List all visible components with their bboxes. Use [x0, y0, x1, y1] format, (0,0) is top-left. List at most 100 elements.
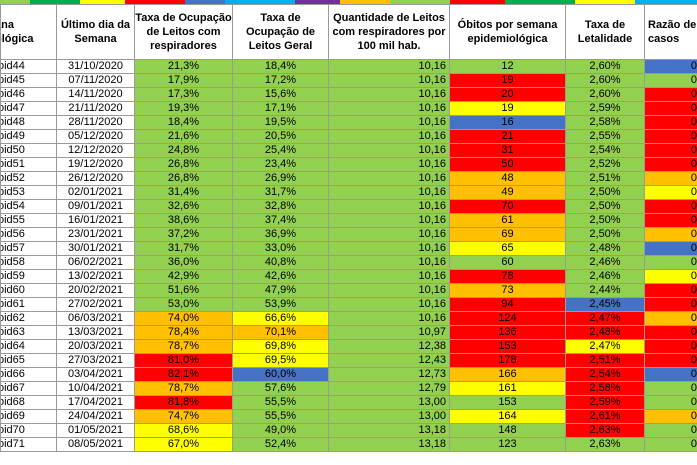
cell-deaths[interactable]: 16: [449, 115, 566, 130]
cell-ratio[interactable]: 0: [644, 297, 697, 312]
cell-beds[interactable]: 13,00: [328, 409, 450, 424]
cell-week[interactable]: oid65: [0, 353, 57, 368]
header-week[interactable]: ana ológica: [0, 4, 57, 60]
cell-occ-general[interactable]: 55,5%: [232, 395, 329, 410]
cell-ratio[interactable]: 0: [644, 115, 697, 130]
cell-occ-general[interactable]: 42,6%: [232, 269, 329, 284]
cell-week[interactable]: oid71: [0, 437, 57, 452]
cell-week[interactable]: oid46: [0, 87, 57, 102]
cell-last-day[interactable]: 27/02/2021: [56, 297, 135, 312]
cell-occ-general[interactable]: 47,9%: [232, 283, 329, 298]
cell-occ-general[interactable]: 33,0%: [232, 241, 329, 256]
cell-ratio[interactable]: 0: [644, 325, 697, 340]
cell-beds[interactable]: 13,00: [328, 395, 450, 410]
cell-ratio[interactable]: 0: [644, 185, 697, 200]
cell-last-day[interactable]: 06/03/2021: [56, 311, 135, 326]
cell-week[interactable]: oid64: [0, 339, 57, 354]
cell-ratio[interactable]: 0: [644, 353, 697, 368]
cell-lethality[interactable]: 2,63%: [565, 437, 645, 452]
header-occ-general[interactable]: Taxa de Ocupação de Leitos Geral: [232, 4, 329, 60]
cell-ratio[interactable]: 0: [644, 87, 697, 102]
cell-occ-general[interactable]: 69,5%: [232, 353, 329, 368]
cell-last-day[interactable]: 20/02/2021: [56, 283, 135, 298]
cell-deaths[interactable]: 73: [449, 283, 566, 298]
cell-deaths[interactable]: 49: [449, 185, 566, 200]
cell-occ-general[interactable]: 40,8%: [232, 255, 329, 270]
cell-ratio[interactable]: 0: [644, 241, 697, 256]
cell-deaths[interactable]: 78: [449, 269, 566, 284]
cell-last-day[interactable]: 28/11/2020: [56, 115, 135, 130]
header-last-day[interactable]: Último dia da Semana: [56, 4, 135, 60]
cell-week[interactable]: oid70: [0, 423, 57, 438]
cell-ratio[interactable]: 0: [644, 409, 697, 424]
cell-occ-general[interactable]: 36,9%: [232, 227, 329, 242]
cell-ratio[interactable]: 0: [644, 199, 697, 214]
cell-deaths[interactable]: 124: [449, 311, 566, 326]
cell-beds[interactable]: 10,16: [328, 255, 450, 270]
cell-lethality[interactable]: 2,60%: [565, 87, 645, 102]
cell-last-day[interactable]: 26/12/2020: [56, 171, 135, 186]
cell-deaths[interactable]: 70: [449, 199, 566, 214]
cell-beds[interactable]: 10,16: [328, 157, 450, 172]
cell-occ-resp[interactable]: 82,1%: [134, 367, 233, 382]
cell-week[interactable]: oid51: [0, 157, 57, 172]
cell-lethality[interactable]: 2,63%: [565, 423, 645, 438]
header-beds[interactable]: Quantidade de Leitos com respiradores po…: [328, 4, 450, 60]
cell-last-day[interactable]: 16/01/2021: [56, 213, 135, 228]
cell-week[interactable]: oid53: [0, 185, 57, 200]
cell-deaths[interactable]: 12: [449, 59, 566, 74]
cell-last-day[interactable]: 13/02/2021: [56, 269, 135, 284]
cell-last-day[interactable]: 12/12/2020: [56, 143, 135, 158]
cell-week[interactable]: oid58: [0, 255, 57, 270]
cell-lethality[interactable]: 2,59%: [565, 395, 645, 410]
cell-ratio[interactable]: 0: [644, 283, 697, 298]
cell-deaths[interactable]: 20: [449, 87, 566, 102]
cell-occ-resp[interactable]: 53,0%: [134, 297, 233, 312]
cell-lethality[interactable]: 2,46%: [565, 255, 645, 270]
cell-beds[interactable]: 12,73: [328, 367, 450, 382]
cell-ratio[interactable]: 0: [644, 143, 697, 158]
cell-week[interactable]: oid44: [0, 59, 57, 74]
cell-occ-general[interactable]: 15,6%: [232, 87, 329, 102]
cell-week[interactable]: oid47: [0, 101, 57, 116]
cell-occ-general[interactable]: 52,4%: [232, 437, 329, 452]
cell-lethality[interactable]: 2,60%: [565, 59, 645, 74]
cell-occ-resp[interactable]: 26,8%: [134, 157, 233, 172]
cell-deaths[interactable]: 21: [449, 129, 566, 144]
cell-occ-general[interactable]: 66,6%: [232, 311, 329, 326]
cell-last-day[interactable]: 24/04/2021: [56, 409, 135, 424]
cell-week[interactable]: oid68: [0, 395, 57, 410]
cell-occ-general[interactable]: 25,4%: [232, 143, 329, 158]
cell-last-day[interactable]: 23/01/2021: [56, 227, 135, 242]
cell-lethality[interactable]: 2,58%: [565, 115, 645, 130]
cell-beds[interactable]: 10,16: [328, 59, 450, 74]
cell-occ-general[interactable]: 60,0%: [232, 367, 329, 382]
cell-deaths[interactable]: 178: [449, 353, 566, 368]
cell-lethality[interactable]: 2,50%: [565, 213, 645, 228]
cell-ratio[interactable]: 0: [644, 269, 697, 284]
cell-deaths[interactable]: 65: [449, 241, 566, 256]
cell-occ-resp[interactable]: 17,9%: [134, 73, 233, 88]
cell-beds[interactable]: 10,16: [328, 129, 450, 144]
cell-occ-resp[interactable]: 81,0%: [134, 353, 233, 368]
cell-last-day[interactable]: 07/11/2020: [56, 73, 135, 88]
cell-occ-general[interactable]: 37,4%: [232, 213, 329, 228]
cell-occ-general[interactable]: 18,4%: [232, 59, 329, 74]
cell-ratio[interactable]: 0: [644, 59, 697, 74]
cell-last-day[interactable]: 20/03/2021: [56, 339, 135, 354]
cell-occ-resp[interactable]: 24,8%: [134, 143, 233, 158]
cell-occ-resp[interactable]: 31,4%: [134, 185, 233, 200]
cell-ratio[interactable]: 0: [644, 129, 697, 144]
header-deaths[interactable]: Óbitos por semana epidemiológica: [449, 4, 566, 60]
cell-deaths[interactable]: 50: [449, 157, 566, 172]
cell-last-day[interactable]: 05/12/2020: [56, 129, 135, 144]
cell-deaths[interactable]: 161: [449, 381, 566, 396]
cell-beds[interactable]: 10,16: [328, 171, 450, 186]
cell-occ-resp[interactable]: 38,6%: [134, 213, 233, 228]
cell-beds[interactable]: 13,18: [328, 423, 450, 438]
cell-lethality[interactable]: 2,48%: [565, 241, 645, 256]
cell-occ-resp[interactable]: 74,0%: [134, 311, 233, 326]
cell-occ-resp[interactable]: 21,6%: [134, 129, 233, 144]
cell-occ-general[interactable]: 69,8%: [232, 339, 329, 354]
cell-lethality[interactable]: 2,46%: [565, 269, 645, 284]
